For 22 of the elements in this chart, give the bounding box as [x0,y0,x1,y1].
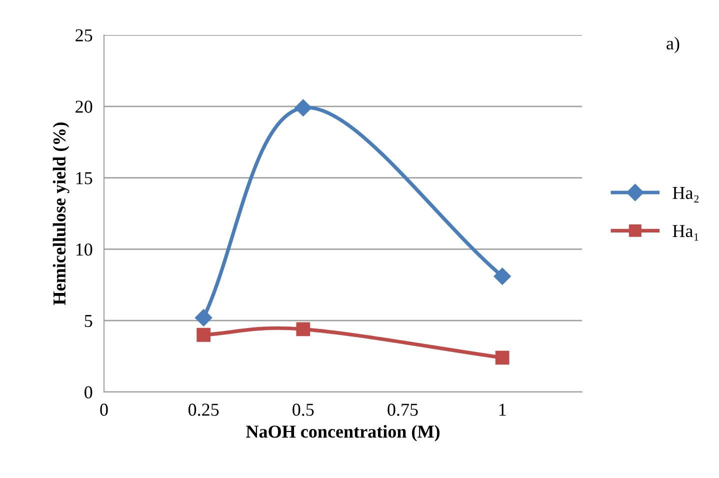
point [195,309,212,326]
x-tick-label: 0.5 [292,404,314,416]
y-tick-label: 25 [76,29,92,42]
y-tick-label: 15 [76,172,92,184]
x-tick-label: 0 [100,404,108,416]
y-axis-title: Hemicellulose yield (%) [52,122,70,305]
point [196,328,211,342]
x-tick-label: 0.75 [388,404,418,416]
y-tick-label: 5 [84,315,92,328]
legend-label: Ha₂ [672,187,699,202]
point [495,350,510,365]
y-tick-label: 0 [84,386,92,398]
point [494,268,511,285]
point [294,99,312,116]
x-tick-label: 1 [499,404,506,416]
x-axis-title: NaOH concentration (M) [246,425,440,442]
x-tick-label: 0.25 [188,404,219,416]
text: a) [666,36,680,54]
legend-label: Ha₁ [672,225,698,241]
y-tick-label: 10 [76,243,92,256]
y-tick-label: 20 [76,100,92,113]
point [296,322,310,336]
